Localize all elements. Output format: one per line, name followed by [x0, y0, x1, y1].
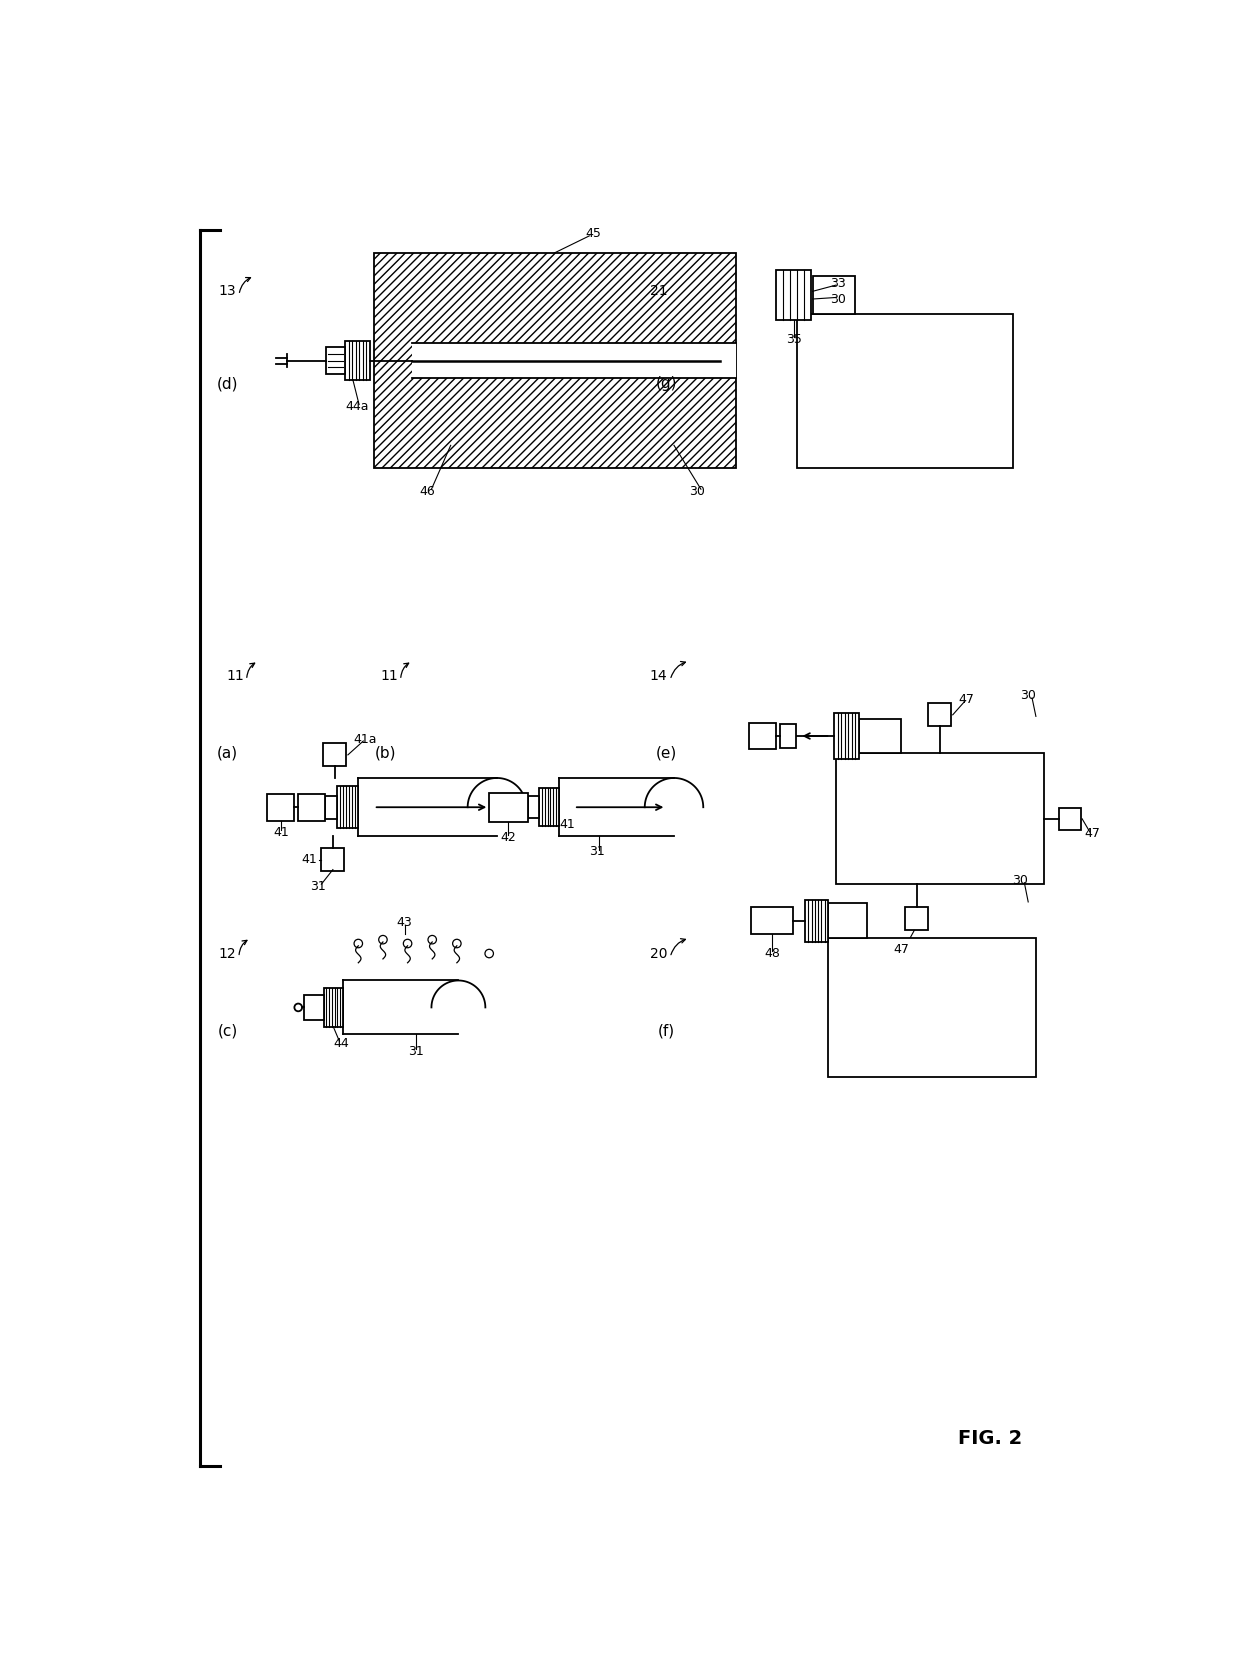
FancyArrowPatch shape — [671, 939, 686, 954]
Text: 31: 31 — [408, 1045, 424, 1058]
Bar — [828, 904, 867, 937]
Text: 30: 30 — [1021, 689, 1037, 703]
Bar — [905, 907, 928, 931]
Bar — [539, 788, 558, 827]
Text: 20: 20 — [650, 946, 667, 961]
Bar — [749, 723, 776, 750]
Bar — [337, 787, 358, 828]
Bar — [797, 314, 1013, 468]
Text: 44: 44 — [334, 1036, 348, 1050]
Text: 31: 31 — [310, 880, 325, 894]
Bar — [928, 703, 951, 726]
Bar — [751, 907, 794, 934]
Bar — [836, 753, 1044, 884]
Bar — [345, 342, 370, 381]
Bar — [532, 798, 552, 817]
Bar — [828, 937, 1035, 1077]
Bar — [268, 793, 294, 820]
Bar — [805, 899, 828, 942]
Text: 14: 14 — [650, 669, 667, 683]
Text: (c): (c) — [217, 1023, 238, 1038]
Text: 44a: 44a — [345, 401, 368, 413]
FancyArrowPatch shape — [401, 662, 409, 678]
Text: (d): (d) — [217, 376, 238, 391]
Bar — [812, 277, 854, 314]
Text: 13: 13 — [218, 285, 236, 299]
Bar — [304, 994, 324, 1020]
Text: 41: 41 — [273, 825, 289, 838]
Bar — [412, 342, 735, 379]
Text: 43: 43 — [397, 916, 413, 929]
Text: 41: 41 — [301, 854, 317, 865]
Text: 21: 21 — [650, 285, 667, 299]
Text: (f): (f) — [657, 1023, 675, 1038]
Text: (b): (b) — [374, 746, 396, 761]
Text: 30: 30 — [830, 292, 846, 305]
Text: 11: 11 — [226, 669, 244, 683]
Bar — [299, 793, 325, 820]
Text: 33: 33 — [830, 277, 846, 290]
FancyArrowPatch shape — [239, 277, 250, 292]
Text: 11: 11 — [381, 669, 398, 683]
Text: (g): (g) — [656, 376, 677, 391]
Text: 45: 45 — [585, 226, 601, 240]
Bar — [373, 253, 735, 468]
Bar — [325, 795, 337, 818]
Text: 35: 35 — [786, 334, 802, 345]
FancyArrowPatch shape — [671, 277, 686, 292]
Bar — [859, 719, 901, 753]
FancyArrowPatch shape — [247, 662, 254, 678]
Text: FIG. 2: FIG. 2 — [957, 1429, 1022, 1449]
Bar — [776, 270, 811, 320]
Text: 41: 41 — [559, 818, 575, 832]
Text: 31: 31 — [589, 845, 605, 859]
Text: 47: 47 — [893, 942, 909, 956]
Bar — [528, 797, 539, 818]
Bar — [324, 743, 346, 766]
Bar — [780, 724, 796, 748]
Text: 47: 47 — [959, 693, 975, 706]
Bar — [321, 849, 345, 870]
Text: 30: 30 — [1013, 874, 1028, 887]
Bar — [490, 793, 528, 822]
Text: 12: 12 — [218, 946, 236, 961]
Text: (e): (e) — [656, 746, 677, 761]
FancyArrowPatch shape — [239, 941, 247, 954]
Text: (a): (a) — [217, 746, 238, 761]
Text: 47: 47 — [1084, 827, 1100, 840]
Text: 30: 30 — [689, 485, 706, 498]
FancyArrowPatch shape — [671, 661, 686, 678]
Text: 48: 48 — [764, 948, 780, 959]
Text: 42: 42 — [501, 830, 516, 844]
Bar — [324, 988, 343, 1026]
Bar — [1059, 808, 1080, 830]
Bar — [326, 347, 345, 374]
Text: 46: 46 — [419, 485, 435, 498]
Text: 41a: 41a — [353, 733, 377, 746]
Bar — [835, 713, 859, 760]
